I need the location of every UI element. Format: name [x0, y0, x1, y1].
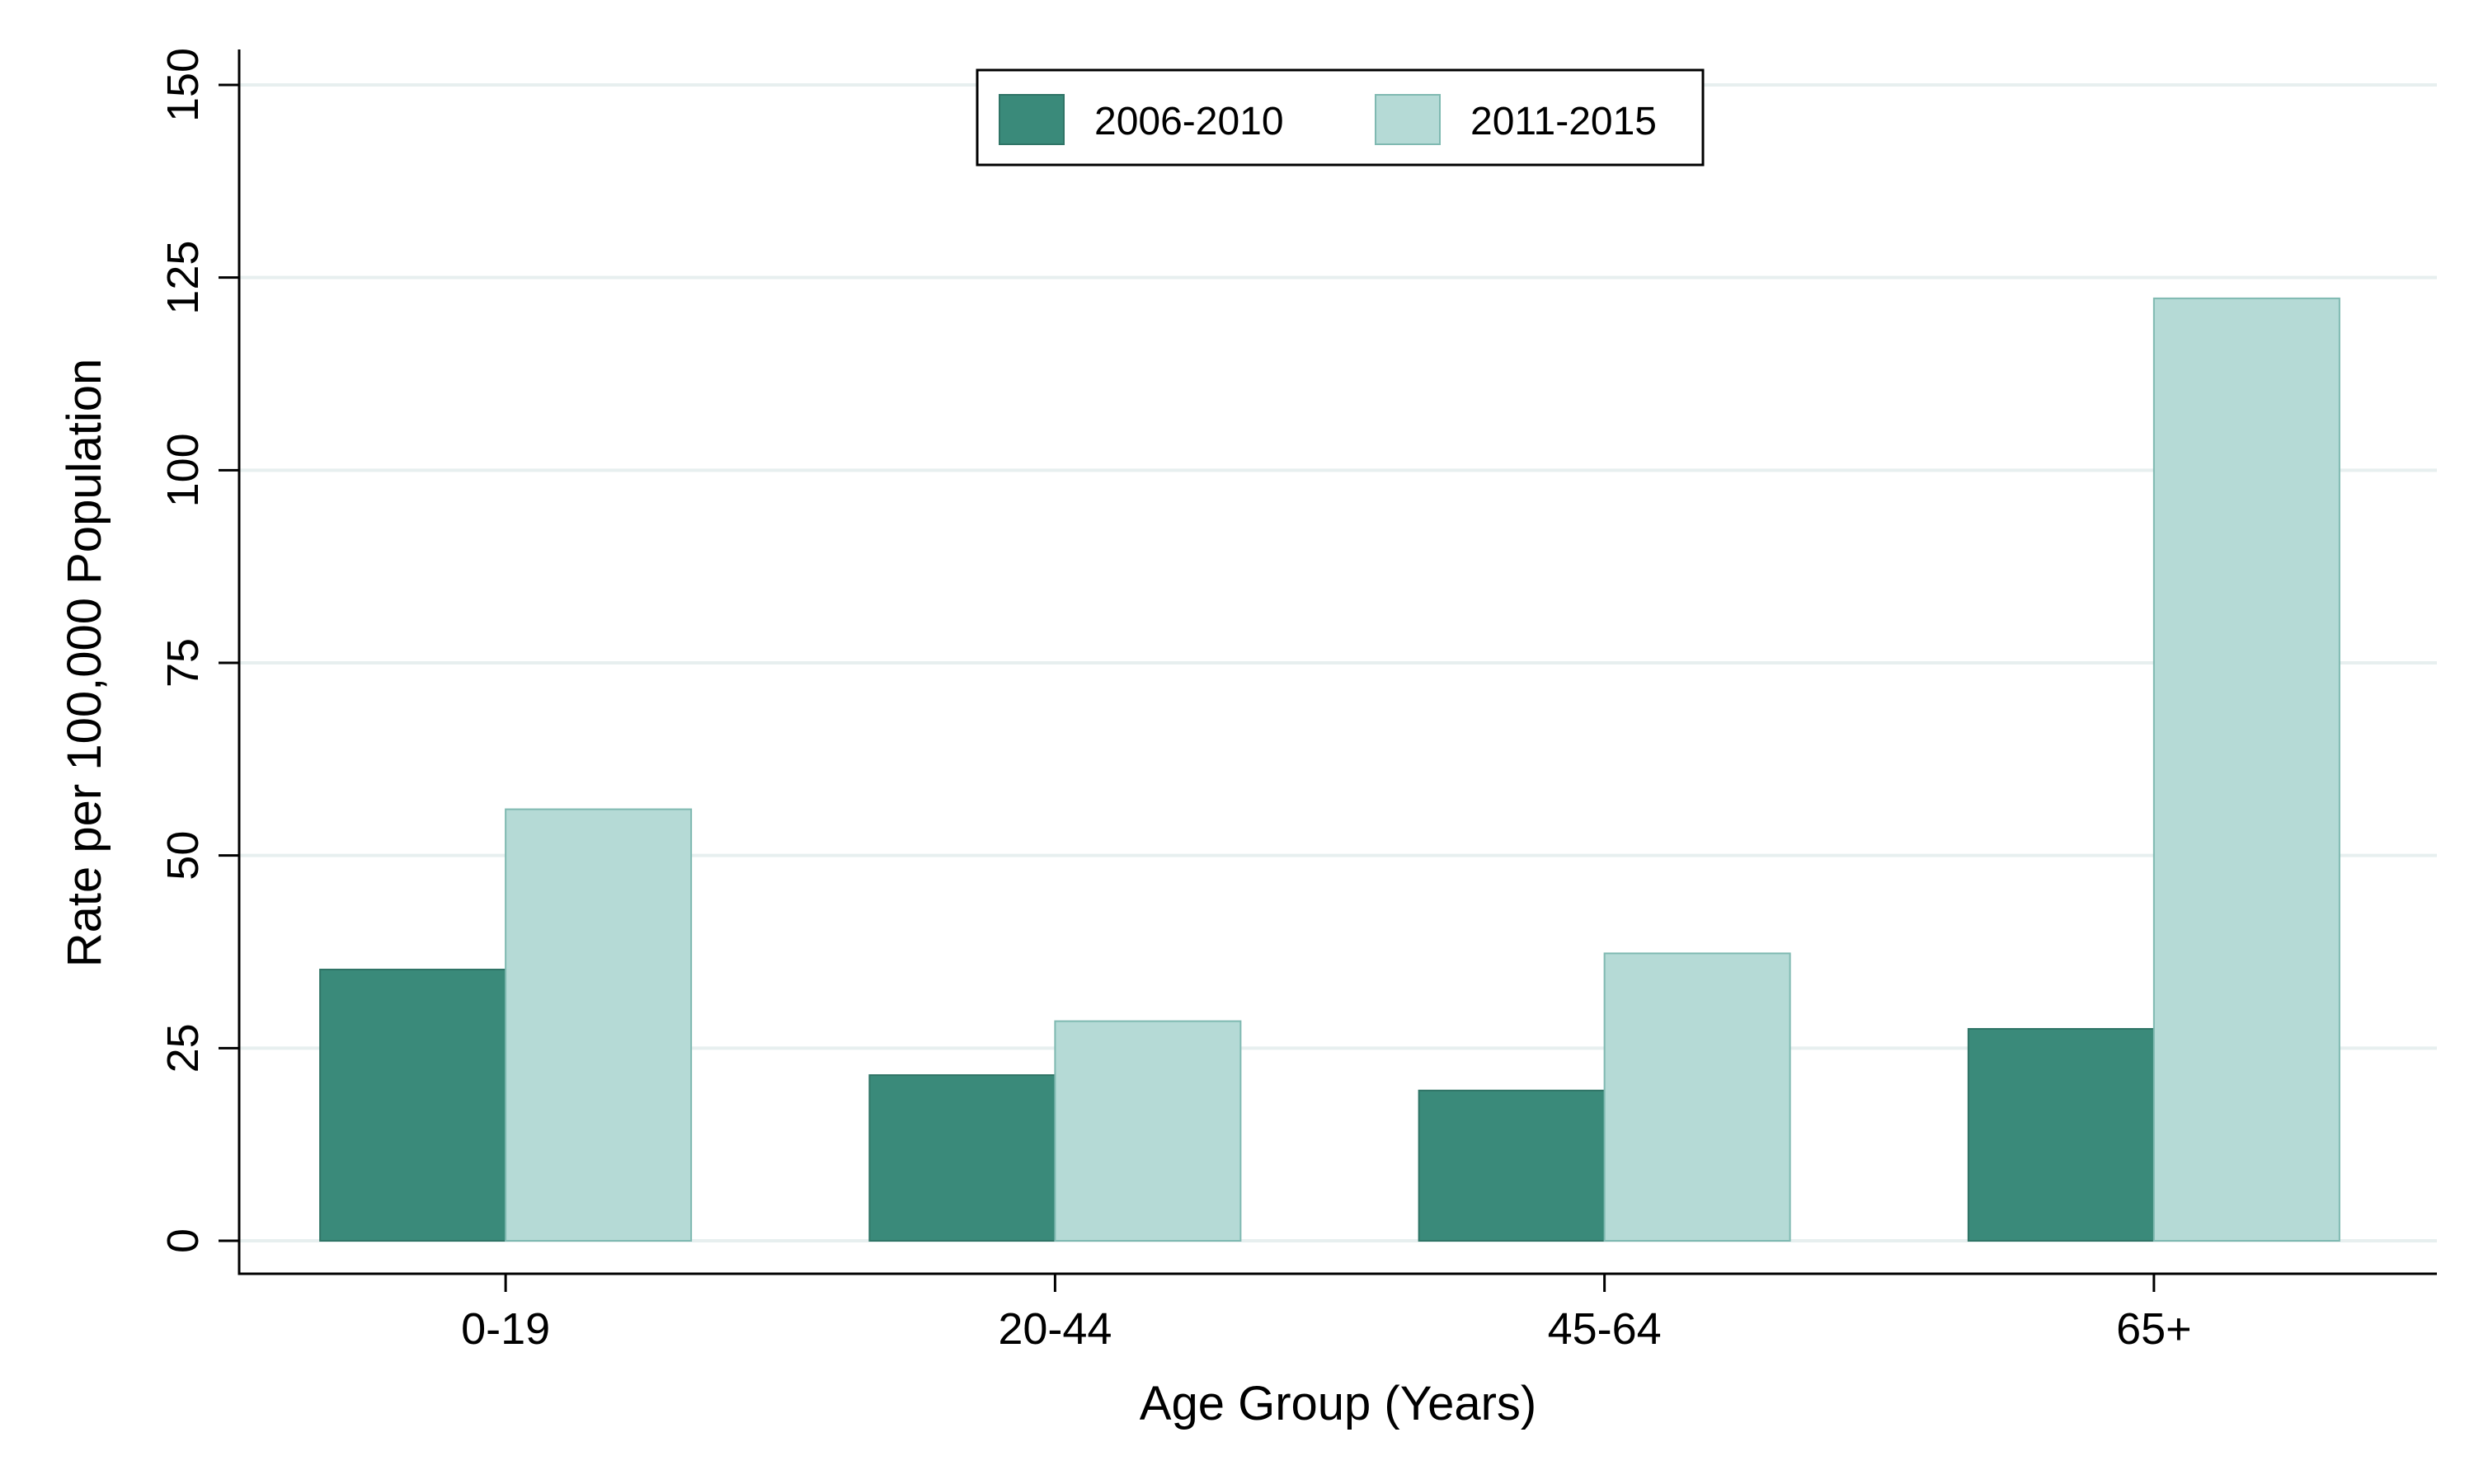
x-tick-label: 20-44 — [998, 1304, 1112, 1354]
bar-2011-2015-65+ — [2152, 297, 2340, 1242]
y-tick-label: 25 — [158, 1023, 208, 1073]
bar-2011-2015-45-64 — [1603, 952, 1791, 1242]
bar-2006-2010-0-19 — [319, 968, 507, 1242]
y-tick-label: 150 — [158, 48, 208, 122]
x-tick-label: 45-64 — [1548, 1304, 1662, 1354]
y-tick-label: 0 — [158, 1228, 208, 1253]
legend-swatch — [999, 94, 1065, 145]
bar-2006-2010-45-64 — [1418, 1089, 1606, 1242]
x-ticks: 0-19 20-44 45-64 65+ — [461, 1274, 2192, 1354]
bars — [319, 297, 2340, 1242]
y-tick-label: 100 — [158, 433, 208, 507]
legend-label: 2006-2010 — [1094, 100, 1284, 143]
bar-2011-2015-20-44 — [1054, 1020, 1242, 1242]
bar-2011-2015-0-19 — [505, 808, 693, 1242]
bar-2006-2010-65+ — [1967, 1027, 2155, 1242]
legend: 2006-2010 2011-2015 — [976, 68, 1705, 167]
legend-box — [976, 68, 1705, 167]
y-ticks: 0 25 50 75 100 125 150 — [158, 48, 239, 1253]
legend-swatch — [1375, 94, 1441, 145]
y-tick-label: 75 — [158, 638, 208, 688]
y-axis-label: Rate per 100,000 Population — [58, 359, 111, 967]
legend-label: 2011-2015 — [1470, 100, 1657, 143]
y-tick-label: 50 — [158, 831, 208, 881]
x-tick-label: 0-19 — [461, 1304, 550, 1354]
bar-2006-2010-20-44 — [868, 1074, 1056, 1242]
x-tick-label: 65+ — [2116, 1304, 2192, 1354]
x-axis-label: Age Group (Years) — [1140, 1377, 1536, 1430]
y-tick-label: 125 — [158, 241, 208, 315]
